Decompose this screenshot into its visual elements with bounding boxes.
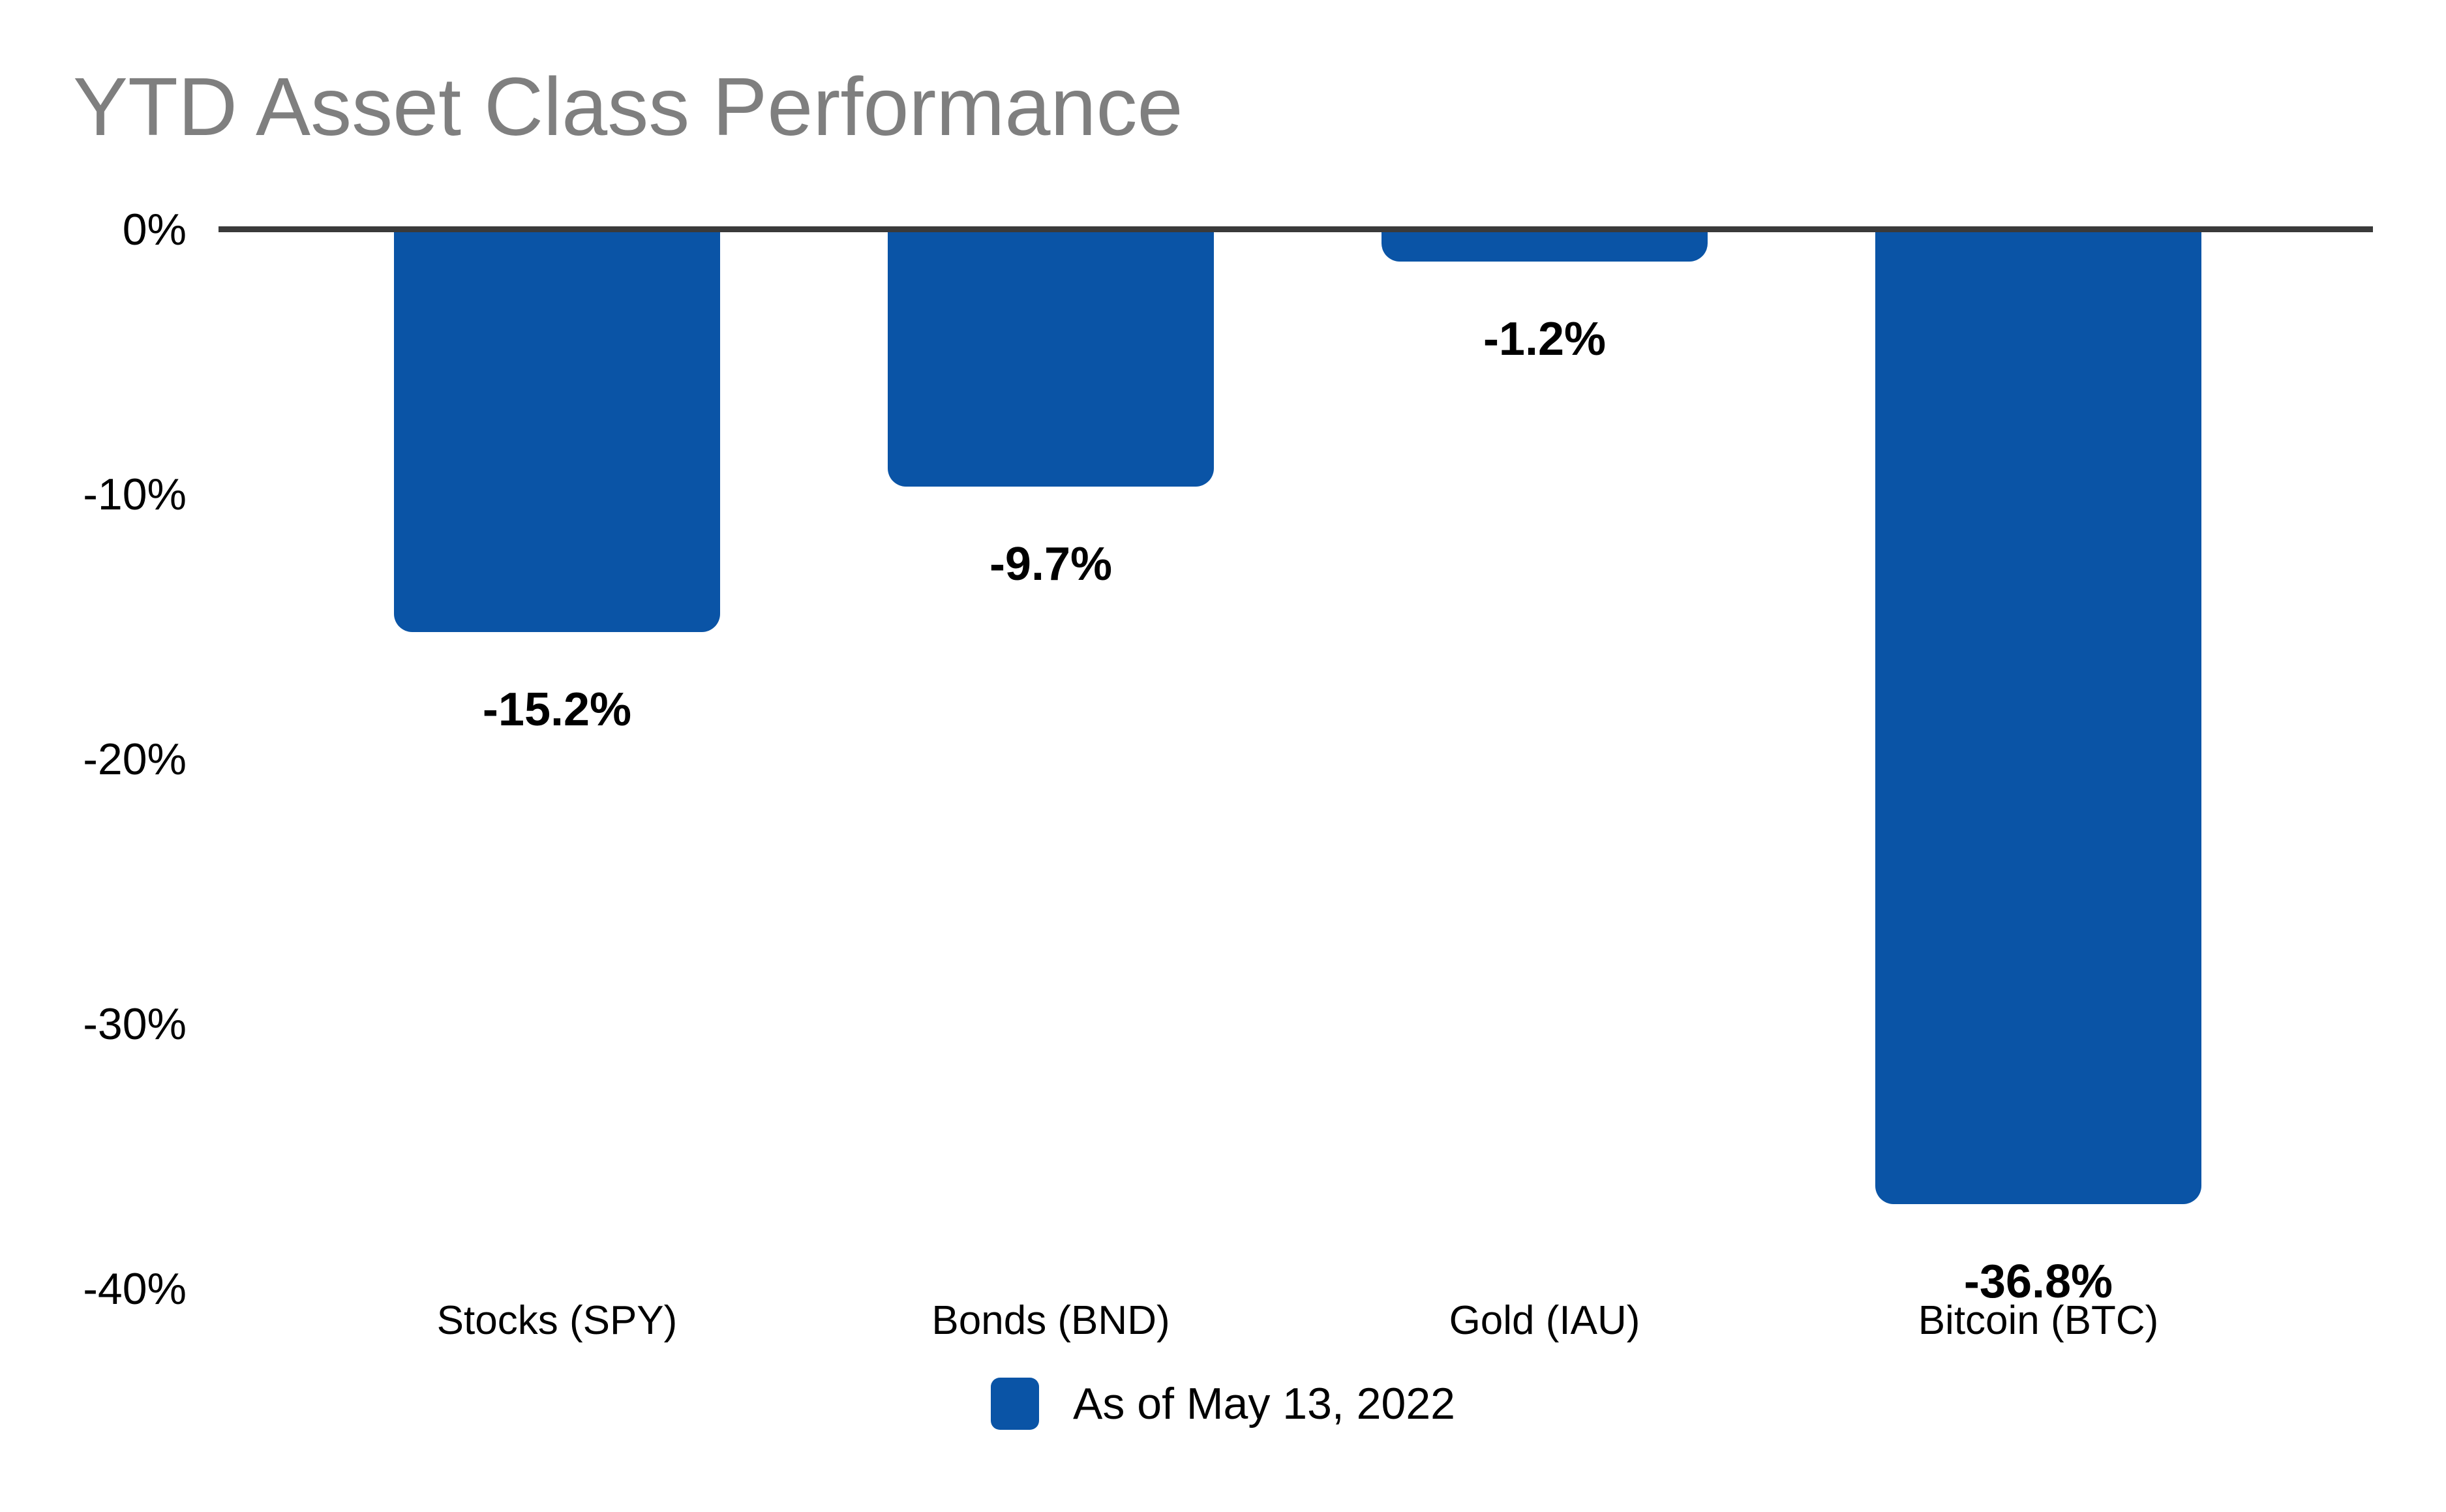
bar-bitcoin-btc bbox=[1875, 230, 2201, 1205]
bar-bonds-bnd bbox=[888, 230, 1214, 487]
x-axis-category-label-bitcoin-btc: Bitcoin (BTC) bbox=[1918, 1298, 2159, 1343]
chart-title: YTD Asset Class Performance bbox=[73, 61, 1183, 153]
y-tick-label: -40% bbox=[83, 1264, 187, 1314]
x-axis-category-label-gold-iau: Gold (IAU) bbox=[1449, 1298, 1640, 1343]
x-axis-category-label-stocks-spy: Stocks (SPY) bbox=[436, 1298, 678, 1343]
y-tick-label: -10% bbox=[83, 470, 187, 519]
y-tick-label: -20% bbox=[83, 734, 187, 784]
y-tick-label: 0% bbox=[122, 205, 187, 254]
y-tick-label: -30% bbox=[83, 999, 187, 1049]
zero-baseline bbox=[219, 226, 2373, 232]
bar-value-label-bonds-bnd: -9.7% bbox=[989, 537, 1113, 590]
bar-value-label-bitcoin-btc: -36.8% bbox=[1963, 1256, 2113, 1308]
bar-gold-iau bbox=[1382, 230, 1708, 262]
legend-swatch-icon bbox=[991, 1378, 1040, 1430]
bar-value-label-gold-iau: -1.2% bbox=[1483, 312, 1607, 365]
legend-label: As of May 13, 2022 bbox=[1073, 1379, 1455, 1429]
bar-value-label-stocks-spy: -15.2% bbox=[482, 684, 632, 736]
legend: As of May 13, 2022 bbox=[0, 1378, 2446, 1430]
x-axis-category-label-bonds-bnd: Bonds (BND) bbox=[931, 1298, 1170, 1343]
bar-stocks-spy bbox=[394, 230, 720, 633]
